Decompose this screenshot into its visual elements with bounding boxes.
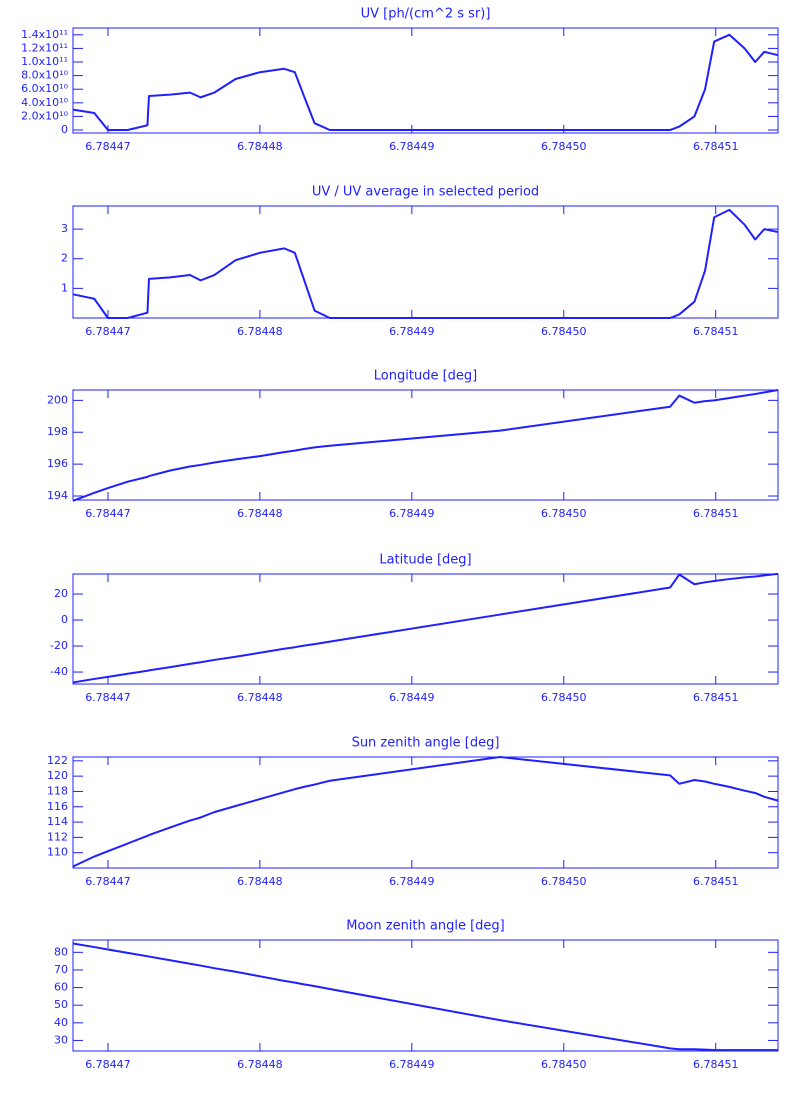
y-tick-label: -20 (50, 639, 68, 652)
x-tick-label: 6.78448 (237, 325, 283, 338)
y-tick-label: 2 (61, 252, 68, 265)
x-tick-label: 6.78447 (85, 1058, 131, 1071)
x-tick-label: 6.78447 (85, 140, 131, 153)
x-tick-label: 6.78449 (389, 507, 435, 520)
chart-title: UV [ph/(cm^2 s sr)] (361, 7, 491, 22)
y-tick-label: 200 (47, 393, 68, 406)
y-tick-label: 0 (61, 123, 68, 136)
chart-title: Longitude [deg] (374, 369, 477, 384)
y-tick-label: 1 (61, 281, 68, 294)
y-tick-label: 120 (47, 769, 68, 782)
x-tick-label: 6.78450 (541, 1058, 587, 1071)
chart-title: Moon zenith angle [deg] (346, 919, 504, 934)
x-tick-label: 6.78449 (389, 325, 435, 338)
plot-frame (72, 205, 779, 319)
x-tick-label: 6.78448 (237, 1058, 283, 1071)
chart-title: Latitude [deg] (379, 553, 471, 568)
x-tick-label: 6.78450 (541, 507, 587, 520)
x-tick-label: 6.78448 (237, 507, 283, 520)
x-tick-label: 6.78449 (389, 1058, 435, 1071)
y-tick-label: 40 (54, 1016, 68, 1029)
x-tick-label: 6.78450 (541, 691, 587, 704)
y-tick-label: 194 (47, 489, 68, 502)
y-tick-label: 3 (61, 222, 68, 235)
y-tick-label: 114 (47, 815, 68, 828)
x-tick-label: 6.78451 (693, 875, 739, 888)
x-tick-label: 6.78450 (541, 325, 587, 338)
y-tick-label: 196 (47, 457, 68, 470)
y-tick-label: 1.0x10¹¹ (21, 55, 68, 68)
data-line (72, 756, 779, 868)
x-tick-label: 6.78451 (693, 1058, 739, 1071)
y-tick-label: 70 (54, 963, 68, 976)
x-tick-label: 6.78447 (85, 325, 131, 338)
y-tick-label: -40 (50, 665, 68, 678)
y-tick-label: 2.0x10¹⁰ (21, 109, 68, 122)
x-tick-label: 6.78449 (389, 140, 435, 153)
y-tick-label: 6.0x10¹⁰ (21, 82, 68, 95)
x-tick-label: 6.78450 (541, 140, 587, 153)
x-tick-label: 6.78447 (85, 691, 131, 704)
y-tick-label: 110 (47, 846, 68, 859)
x-tick-label: 6.78449 (389, 875, 435, 888)
y-tick-label: 1.4x10¹¹ (21, 28, 68, 41)
y-tick-label: 50 (54, 998, 68, 1011)
y-tick-label: 8.0x10¹⁰ (21, 69, 68, 82)
y-tick-label: 60 (54, 981, 68, 994)
y-tick-label: 0 (61, 613, 68, 626)
y-tick-label: 198 (47, 425, 68, 438)
data-line (72, 33, 779, 132)
y-tick-label: 118 (47, 784, 68, 797)
y-tick-label: 1.2x10¹¹ (21, 41, 68, 54)
plot-frame (72, 756, 779, 869)
x-tick-label: 6.78448 (237, 691, 283, 704)
plot-frame (72, 573, 779, 685)
y-tick-label: 30 (54, 1033, 68, 1046)
plot-frame (72, 27, 779, 134)
plot-frame (72, 939, 779, 1052)
x-tick-label: 6.78451 (693, 691, 739, 704)
x-tick-label: 6.78447 (85, 507, 131, 520)
x-tick-label: 6.78448 (237, 875, 283, 888)
x-tick-label: 6.78448 (237, 140, 283, 153)
data-line (72, 942, 778, 1052)
chart-title: UV / UV average in selected period (312, 185, 539, 200)
x-tick-label: 6.78451 (693, 507, 739, 520)
data-line (72, 208, 779, 319)
x-tick-label: 6.78451 (693, 325, 739, 338)
x-tick-label: 6.78449 (389, 691, 435, 704)
y-tick-label: 122 (47, 754, 68, 767)
y-tick-label: 80 (54, 945, 68, 958)
data-line (72, 572, 779, 684)
y-tick-label: 4.0x10¹⁰ (21, 96, 68, 109)
y-tick-label: 112 (47, 830, 68, 843)
y-tick-label: 116 (47, 800, 68, 813)
x-tick-label: 6.78451 (693, 140, 739, 153)
plot-frame (72, 389, 779, 501)
chart-title: Sun zenith angle [deg] (352, 736, 500, 751)
x-tick-label: 6.78447 (85, 875, 131, 888)
data-line (72, 389, 779, 502)
x-tick-label: 6.78450 (541, 875, 587, 888)
y-tick-label: 20 (54, 587, 68, 600)
